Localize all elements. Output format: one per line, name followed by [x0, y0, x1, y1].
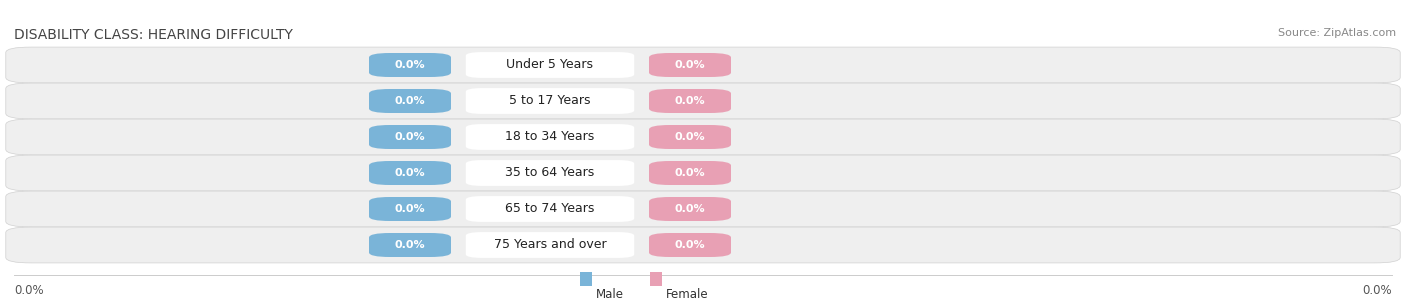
Text: 0.0%: 0.0% — [395, 204, 425, 214]
Text: 0.0%: 0.0% — [675, 132, 706, 142]
Text: 0.0%: 0.0% — [395, 132, 425, 142]
Text: DISABILITY CLASS: HEARING DIFFICULTY: DISABILITY CLASS: HEARING DIFFICULTY — [14, 28, 292, 42]
Text: 18 to 34 Years: 18 to 34 Years — [505, 130, 595, 143]
Text: 0.0%: 0.0% — [14, 284, 44, 296]
Text: Female: Female — [666, 288, 709, 302]
Text: 65 to 74 Years: 65 to 74 Years — [505, 202, 595, 216]
Text: Male: Male — [596, 288, 624, 302]
Text: 0.0%: 0.0% — [1362, 284, 1392, 296]
Text: Source: ZipAtlas.com: Source: ZipAtlas.com — [1278, 28, 1396, 38]
Text: Under 5 Years: Under 5 Years — [506, 58, 593, 71]
Text: 0.0%: 0.0% — [395, 60, 425, 70]
Text: 0.0%: 0.0% — [675, 168, 706, 178]
Text: 0.0%: 0.0% — [395, 168, 425, 178]
Text: 75 Years and over: 75 Years and over — [494, 239, 606, 251]
Text: 5 to 17 Years: 5 to 17 Years — [509, 95, 591, 108]
Text: 0.0%: 0.0% — [395, 240, 425, 250]
Text: 0.0%: 0.0% — [675, 96, 706, 106]
Text: 0.0%: 0.0% — [675, 204, 706, 214]
Text: 0.0%: 0.0% — [395, 96, 425, 106]
Text: 35 to 64 Years: 35 to 64 Years — [505, 167, 595, 179]
Text: 0.0%: 0.0% — [675, 240, 706, 250]
Text: 0.0%: 0.0% — [675, 60, 706, 70]
